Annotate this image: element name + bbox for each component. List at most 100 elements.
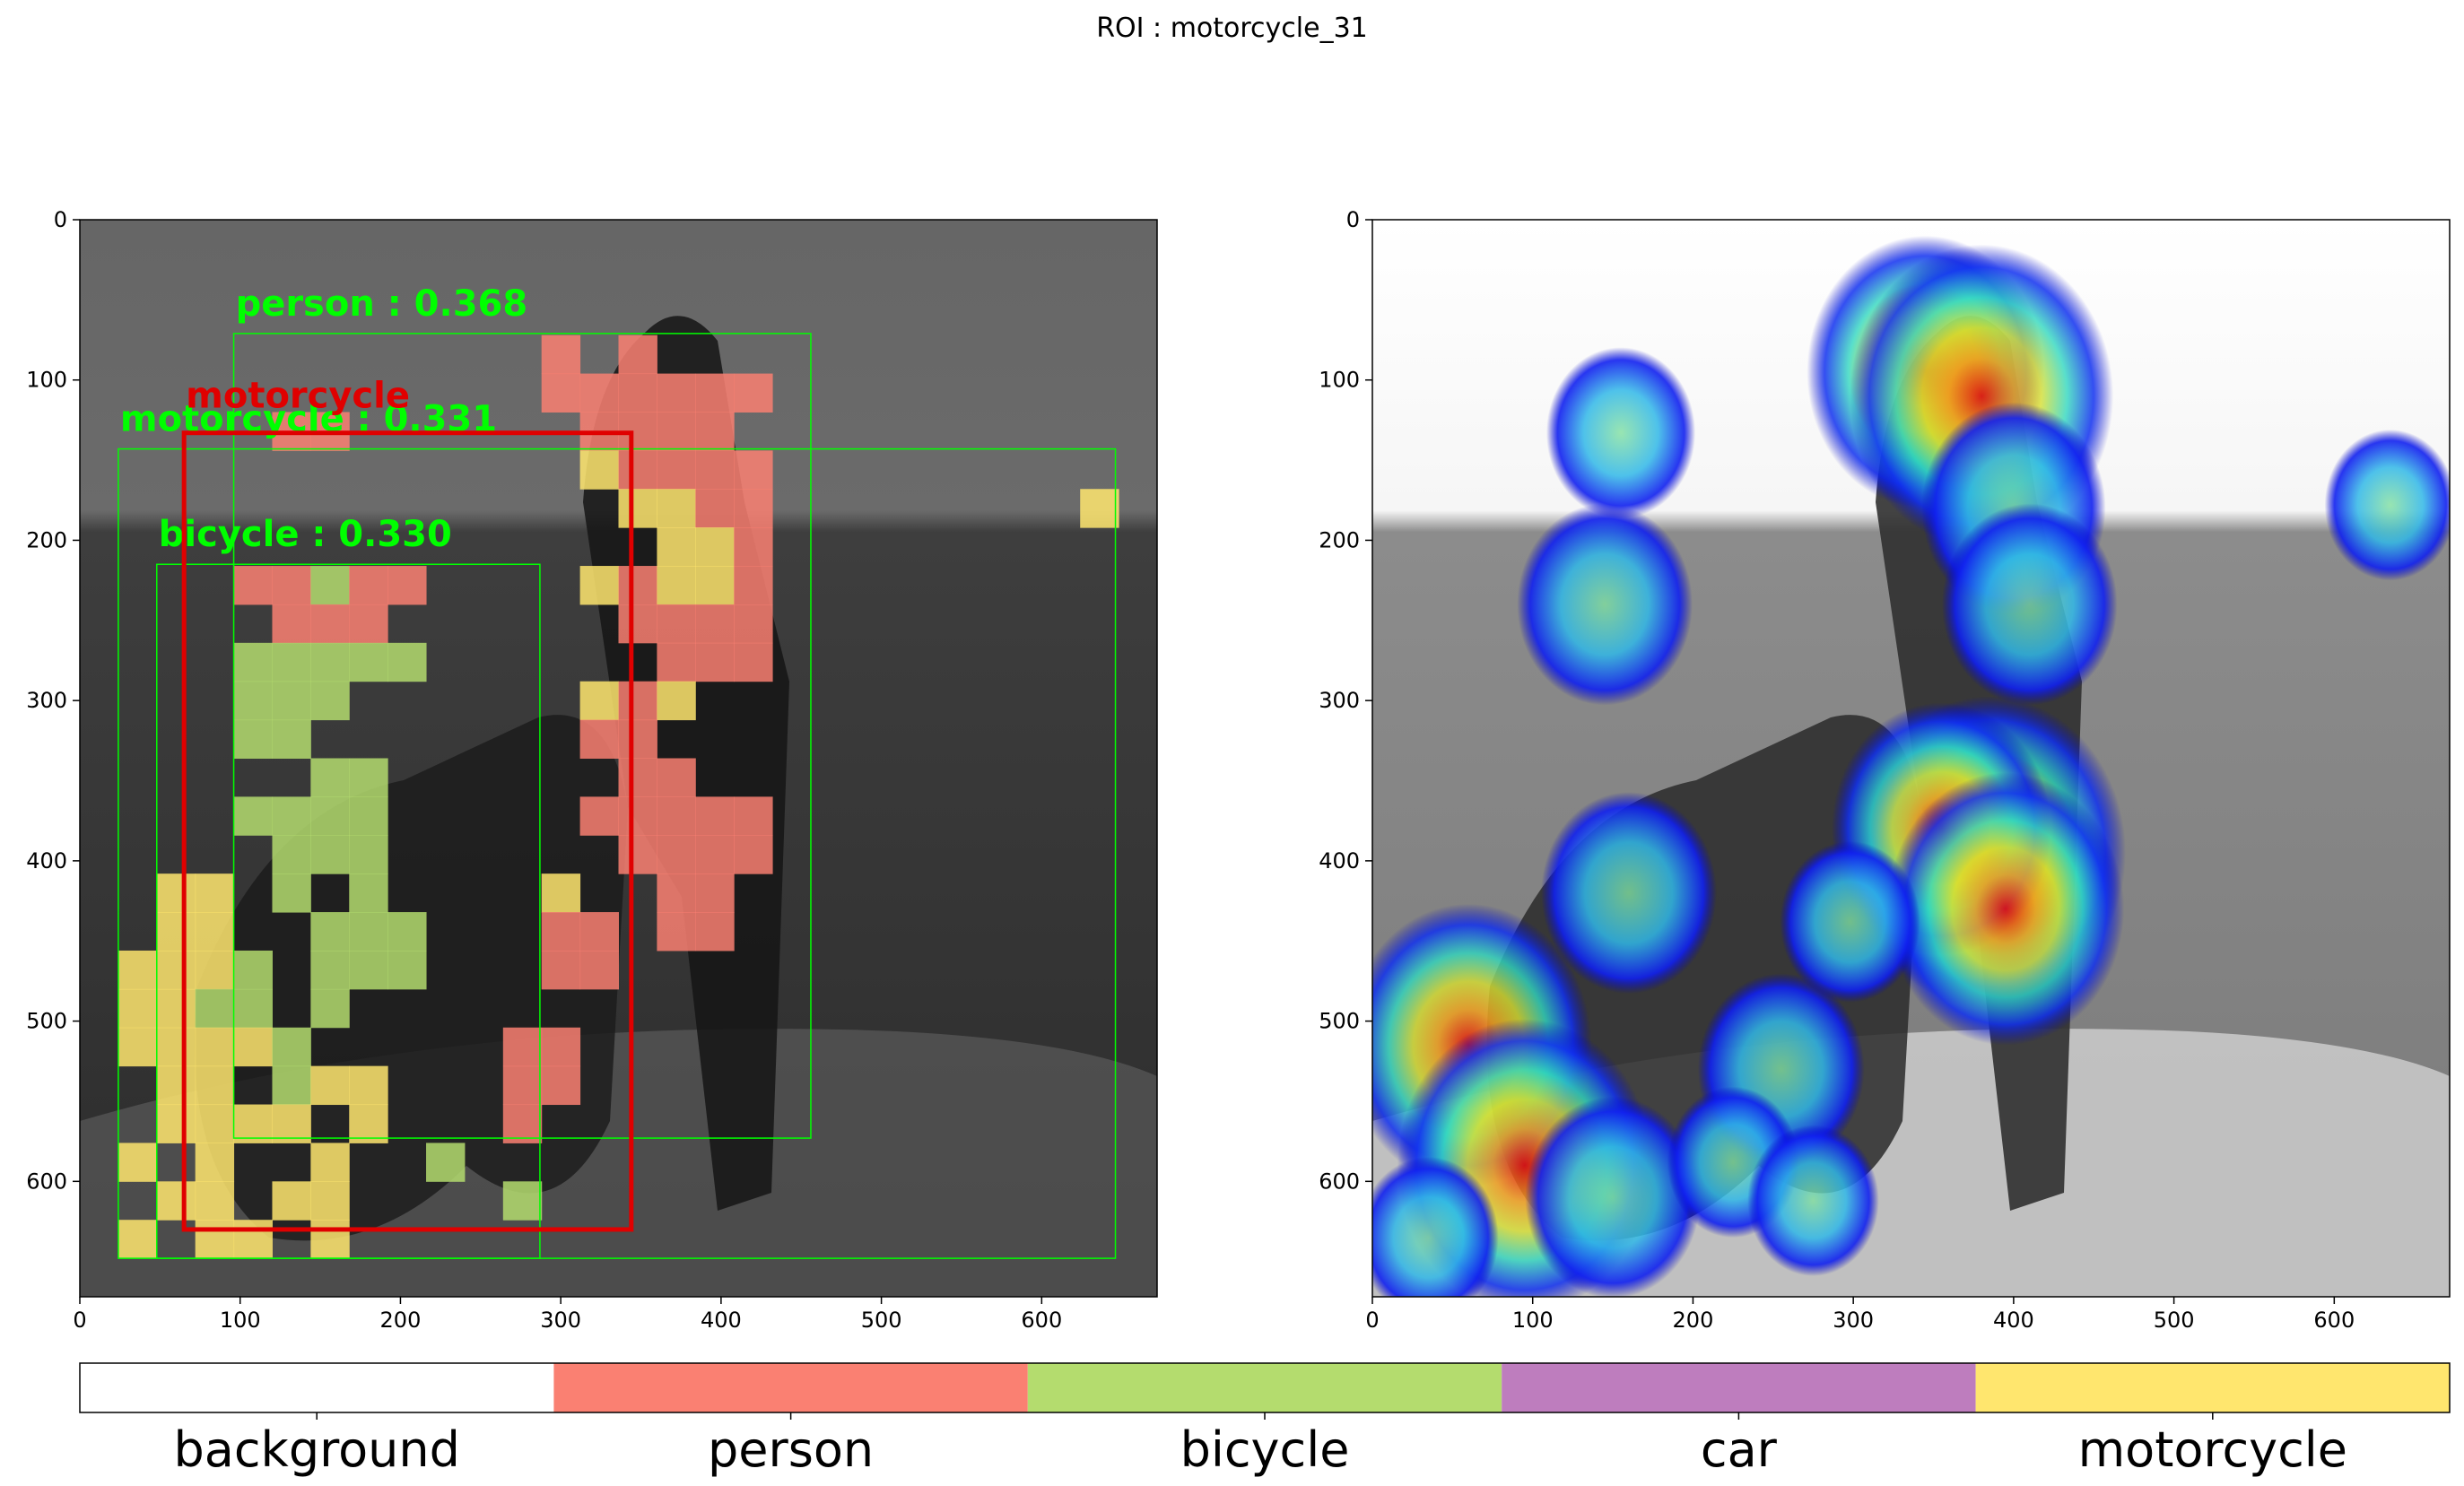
detection-label: bicycle : 0.330 xyxy=(159,514,452,555)
segmentation-cell-person xyxy=(657,835,696,874)
segmentation-cell-motorcycle xyxy=(233,1027,273,1067)
segmentation-cell-motorcycle xyxy=(579,566,619,605)
segmentation-overlay xyxy=(118,335,1119,1259)
segmentation-cell-person xyxy=(618,796,657,836)
x-tick-label: 400 xyxy=(1993,1308,2034,1333)
segmentation-cell-motorcycle xyxy=(118,1027,158,1067)
segmentation-cell-person xyxy=(695,489,735,528)
x-tick-label: 300 xyxy=(540,1308,581,1333)
segmentation-cell-person xyxy=(618,566,657,605)
segmentation-cell-motorcycle xyxy=(156,1065,196,1106)
segmentation-cell-motorcycle xyxy=(657,566,696,605)
left-axes-frame xyxy=(79,219,1158,1298)
right-panel: 0 100 200 300 400 500 600 0 100 200 300 400 500 600 xyxy=(1319,207,2451,1333)
segmentation-cell-motorcycle xyxy=(310,1220,350,1259)
x-tick-label: 500 xyxy=(861,1308,902,1333)
roi-label: motorcycle xyxy=(186,376,410,417)
segmentation-cell-motorcycle xyxy=(118,1143,158,1182)
segmentation-cell-person xyxy=(734,489,773,528)
segmentation-cell-person xyxy=(541,373,581,413)
segmentation-cell-person xyxy=(541,950,581,990)
class-color-legend: background person bicycle car motorcycle xyxy=(79,1362,2451,1478)
segmentation-cell-motorcycle xyxy=(695,566,735,605)
segmentation-cell-motorcycle xyxy=(195,873,235,913)
segmentation-cell-motorcycle xyxy=(349,1065,388,1106)
segmentation-cell-bicycle xyxy=(233,950,273,990)
segmentation-cell-person xyxy=(579,373,619,413)
segmentation-cell-person xyxy=(618,835,657,874)
detection-label: person : 0.368 xyxy=(236,283,528,325)
segmentation-cell-person xyxy=(657,642,696,682)
segmentation-cell-person xyxy=(541,912,581,952)
segmentation-cell-motorcycle xyxy=(156,1104,196,1143)
segmentation-cell-motorcycle xyxy=(695,527,735,567)
segmentation-cell-bicycle xyxy=(349,758,388,797)
legend-label-background: background xyxy=(174,1421,460,1478)
right-axes-ticks: 0 100 200 300 400 500 600 0 100 200 300 400 500 600 xyxy=(1319,207,2355,1333)
segmentation-cell-motorcycle xyxy=(657,489,696,528)
segmentation-cell-bicycle xyxy=(272,835,311,874)
y-tick-label: 0 xyxy=(1346,207,1360,232)
segmentation-cell-bicycle xyxy=(310,835,350,874)
segmentation-cell-person xyxy=(657,796,696,836)
segmentation-cell-motorcycle xyxy=(195,912,235,952)
y-tick-label: 600 xyxy=(1319,1169,1360,1194)
left-axes-ticks: 0 100 200 300 400 500 600 0 100 200 300 400 500 600 xyxy=(26,207,1062,1333)
segmentation-cell-person xyxy=(349,566,388,605)
segmentation-cell-motorcycle xyxy=(156,873,196,913)
segmentation-cell-person xyxy=(695,373,735,413)
segmentation-cell-bicycle xyxy=(272,681,311,721)
segmentation-cell-person xyxy=(579,912,619,952)
activation-blob xyxy=(1525,1096,1701,1297)
segmentation-cell-bicycle xyxy=(310,566,350,605)
segmentation-cell-person xyxy=(310,604,350,644)
segmentation-cell-person xyxy=(541,335,581,375)
legend-frame xyxy=(79,1362,2451,1413)
segmentation-cell-person xyxy=(695,450,735,490)
segmentation-cell-motorcycle xyxy=(118,988,158,1029)
segmentation-cell-person xyxy=(657,604,696,644)
x-tick-label: 400 xyxy=(701,1308,742,1333)
segmentation-cell-bicycle xyxy=(272,719,311,759)
segmentation-cell-bicycle xyxy=(233,988,273,1029)
segmentation-cell-motorcycle xyxy=(118,950,158,990)
segmentation-cell-person xyxy=(502,1065,543,1106)
segmentation-cell-person xyxy=(734,642,773,682)
segmentation-cell-person xyxy=(734,566,773,605)
segmentation-cell-person xyxy=(579,719,619,759)
segmentation-cell-motorcycle xyxy=(195,950,235,990)
x-tick-label: 500 xyxy=(2154,1308,2195,1333)
segmentation-cell-person xyxy=(349,604,388,644)
segmentation-cell-motorcycle xyxy=(310,1181,350,1221)
segmentation-cell-person xyxy=(233,566,273,605)
activation-blob xyxy=(1372,1156,1499,1297)
segmentation-cell-motorcycle xyxy=(541,873,581,913)
segmentation-cell-person xyxy=(695,835,735,874)
segmentation-cell-person xyxy=(618,758,657,797)
right-axes-frame xyxy=(1371,219,2451,1298)
segmentation-cell-motorcycle xyxy=(195,1181,235,1221)
figure-title: ROI : motorcycle_31 xyxy=(1096,13,1368,44)
y-tick-label: 0 xyxy=(54,207,67,232)
segmentation-cell-motorcycle xyxy=(618,489,657,528)
y-tick-label: 100 xyxy=(26,368,67,393)
x-tick-label: 0 xyxy=(73,1308,86,1333)
segmentation-cell-person xyxy=(657,912,696,952)
segmentation-cell-motorcycle xyxy=(272,1181,311,1221)
segmentation-cell-bicycle xyxy=(387,912,427,952)
segmentation-cell-person xyxy=(695,912,735,952)
segmentation-cell-person xyxy=(657,873,696,913)
segmentation-cell-person xyxy=(657,450,696,490)
x-tick-label: 200 xyxy=(380,1308,422,1333)
y-tick-label: 100 xyxy=(1319,368,1360,393)
segmentation-cell-motorcycle xyxy=(1080,489,1119,528)
segmentation-cell-person xyxy=(695,873,735,913)
segmentation-cell-bicycle xyxy=(426,1143,466,1182)
segmentation-cell-person xyxy=(734,450,773,490)
legend-label-motorcycle: motorcycle xyxy=(2078,1421,2347,1478)
segmentation-cell-motorcycle xyxy=(195,1143,235,1182)
segmentation-cell-person xyxy=(734,373,773,413)
segmentation-cell-motorcycle xyxy=(195,1027,235,1067)
y-tick-label: 200 xyxy=(26,527,67,552)
segmentation-cell-motorcycle xyxy=(233,1104,273,1143)
